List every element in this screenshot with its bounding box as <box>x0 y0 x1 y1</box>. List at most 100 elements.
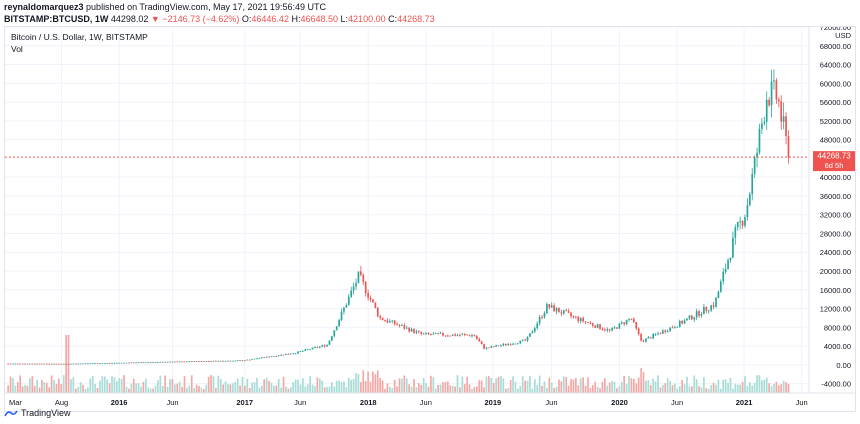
candle-body <box>468 335 471 337</box>
volume-bar <box>31 376 34 393</box>
candle-body <box>768 99 770 106</box>
candle-body <box>178 361 181 363</box>
volume-bar <box>74 388 77 393</box>
candle-body <box>268 356 270 358</box>
volume-bar <box>756 375 758 393</box>
candle-body <box>420 331 423 334</box>
time-tick-label: Aug <box>55 398 68 407</box>
volume-bar <box>582 377 584 393</box>
volume-bar <box>413 379 415 393</box>
candle-body <box>439 333 442 334</box>
volume-bar <box>587 377 589 393</box>
candle-body <box>761 123 763 129</box>
publish-date: published on TradingView.com, May 17, 20… <box>86 2 327 12</box>
volume-bar <box>360 382 362 393</box>
candle-body <box>195 361 198 363</box>
candle-body <box>55 363 58 365</box>
volume-bar <box>746 385 749 393</box>
candle-body <box>690 315 693 320</box>
candle-body <box>596 324 599 328</box>
volume-bar <box>306 384 309 393</box>
volume-bar <box>732 388 734 393</box>
volume-bar <box>628 376 630 393</box>
volume-bar <box>9 376 12 393</box>
volume-bar <box>724 379 727 393</box>
volume-bar <box>239 385 241 393</box>
candle-body <box>384 320 386 321</box>
candle-body <box>132 362 135 364</box>
candle-body <box>273 356 275 357</box>
volume-bar <box>94 383 96 393</box>
volume-bar <box>604 378 606 393</box>
candle-body <box>36 363 38 365</box>
candle-body <box>19 363 22 365</box>
volume-bar <box>118 378 121 393</box>
volume-bar <box>289 387 292 393</box>
candle-body <box>236 360 239 362</box>
volume-bar <box>398 378 401 393</box>
volume-bar <box>606 385 609 393</box>
volume-bar <box>775 381 778 393</box>
candle-body <box>401 325 403 327</box>
candle-body <box>314 347 316 348</box>
volume-bar <box>432 377 435 393</box>
candle-body <box>756 152 758 158</box>
candle-body <box>657 333 659 335</box>
low-value: 42100.00 <box>348 14 386 24</box>
candle-body <box>193 361 196 363</box>
volume-bar <box>405 378 408 393</box>
candle-body <box>777 99 780 102</box>
volume-bar <box>347 377 350 393</box>
volume-bar <box>217 375 220 393</box>
candle-body <box>473 335 476 337</box>
volume-bar <box>777 385 780 393</box>
volume-bar <box>12 378 14 393</box>
volume-bar <box>41 379 43 393</box>
candle-body <box>222 360 224 362</box>
author-name[interactable]: reynaldomarquez3 <box>4 2 84 12</box>
volume-bar <box>570 379 572 393</box>
volume-bar <box>584 385 587 393</box>
brand-name[interactable]: TradingView <box>21 408 71 418</box>
volume-bar <box>555 386 558 393</box>
candle-body <box>244 360 246 362</box>
volume-bar <box>21 386 24 393</box>
volume-bar <box>478 380 481 393</box>
candle-body <box>565 310 568 312</box>
volume-bar <box>620 381 623 393</box>
candle-body <box>147 362 150 364</box>
price-chart[interactable]: Bitcoin / U.S. Dollar, 1W, BITSTAMP Vol … <box>5 23 855 411</box>
candle-body <box>471 335 473 337</box>
volume-bar <box>77 386 80 393</box>
volume-bar <box>323 387 326 393</box>
candle-body <box>362 274 365 282</box>
volume-bar <box>674 383 676 393</box>
candle-body <box>152 362 154 364</box>
candle-body <box>686 318 688 321</box>
candle-body <box>285 353 287 355</box>
candle-body <box>328 340 331 345</box>
volume-bar <box>198 385 200 393</box>
candle-body <box>519 340 522 344</box>
candle-body <box>210 361 212 362</box>
time-tick-label: 2018 <box>360 398 377 407</box>
volume-bar <box>381 380 384 393</box>
candle-body <box>137 362 140 364</box>
volume-bar <box>248 388 251 393</box>
candle-body <box>722 271 725 282</box>
candle-body <box>413 328 415 333</box>
volume-bar <box>633 378 635 393</box>
candle-body <box>710 305 713 311</box>
volume-bar <box>389 386 391 393</box>
candle-body <box>157 361 159 363</box>
candle-body <box>355 282 357 287</box>
volume-bar <box>770 386 773 393</box>
candle-body <box>118 362 121 364</box>
volume-bar <box>502 378 505 393</box>
candle-body <box>437 332 440 334</box>
chart-frame[interactable]: Bitcoin / U.S. Dollar, 1W, BITSTAMP Vol … <box>4 23 856 412</box>
volume-bar <box>785 382 787 393</box>
volume-bar <box>268 380 270 393</box>
volume-bar <box>468 384 471 393</box>
volume-bar <box>335 380 338 393</box>
